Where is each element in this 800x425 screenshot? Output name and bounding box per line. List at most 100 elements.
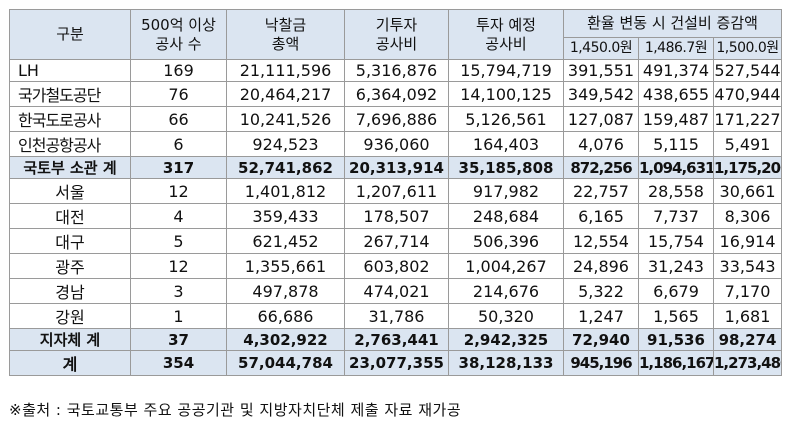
cell-invested-cost: 2,763,441 [344,328,449,351]
row-label: LH [9,59,131,82]
cell-planned-cost: 50,320 [448,303,564,329]
cell-planned-cost: 917,982 [448,178,564,204]
header-fx-rate-3: 1,500.0원 [712,37,783,60]
row-label: 경남 [9,278,131,304]
cell-fx-delta-1: 4,076 [563,131,639,157]
cell-fx-delta-1: 391,551 [563,59,639,82]
table-row: 서울 12 1,401,812 1,207,611 917,982 22,757 28,55… [9,178,783,204]
cell-award-total: 66,686 [226,303,345,329]
cell-invested-cost: 31,786 [344,303,449,329]
cell-planned-cost: 164,403 [448,131,564,157]
cell-award-total: 924,523 [226,131,345,157]
cell-planned-cost: 1,004,267 [448,253,564,279]
source-note: ※출처 : 국토교통부 주요 공공기관 및 지방자치단체 제출 자료 재가공 [9,401,462,419]
cell-planned-cost: 2,942,325 [448,328,564,351]
cell-planned-cost: 248,684 [448,203,564,229]
cell-award-total: 57,044,784 [226,350,345,376]
cell-planned-cost: 214,676 [448,278,564,304]
row-label: 대전 [9,203,131,229]
header-category: 구분 [9,9,131,60]
table-header: 구분 500억 이상 공사 수 낙찰금 총액 기투자 공사비 투자 예정 공사비… [9,9,783,60]
cell-planned-cost: 38,128,133 [448,350,564,376]
cell-award-total: 4,302,922 [226,328,345,351]
table-row: 경남 3 497,878 474,021 214,676 5,322 6,679 7,170 [9,278,783,304]
row-label: 계 [9,350,131,376]
cell-fx-delta-3: 8,306 [712,203,783,229]
cell-fx-delta-1: 1,247 [563,303,639,329]
header-project-count-line2: 공사 수 [155,34,202,53]
cell-award-total: 21,111,596 [226,59,345,82]
table-row: LH 169 21,111,596 5,316,876 15,794,719 391,55… [9,59,783,82]
row-label: 지자체 계 [9,328,131,351]
cell-fx-delta-3: 470,944 [712,81,783,107]
table-row: 국토부 소관 계 317 52,741,862 20,313,914 35,185,80… [9,156,783,179]
cell-project-count: 12 [130,253,227,279]
cell-fx-delta-3: 30,661 [712,178,783,204]
cell-fx-delta-1: 127,087 [563,106,639,132]
cell-fx-delta-1: 5,322 [563,278,639,304]
header-planned-cost-line2: 공사비 [485,34,527,53]
cell-award-total: 1,355,661 [226,253,345,279]
construction-cost-table: 구분 500억 이상 공사 수 낙찰금 총액 기투자 공사비 투자 예정 공사비… [9,9,783,376]
cell-project-count: 66 [130,106,227,132]
cell-fx-delta-3: 98,274 [712,328,783,351]
cell-fx-delta-3: 33,543 [712,253,783,279]
cell-invested-cost: 20,313,914 [344,156,449,179]
header-award-total-line1: 낙찰금 [264,15,307,34]
cell-planned-cost: 5,126,561 [448,106,564,132]
cell-project-count: 76 [130,81,227,107]
header-fx-group: 환율 변동 시 건설비 증감액 [562,9,783,38]
cell-fx-delta-2: 438,655 [638,81,714,107]
cell-project-count: 4 [130,203,227,229]
cell-project-count: 6 [130,131,227,157]
header-planned-cost-line1: 투자 예정 [476,15,536,34]
row-label: 대구 [9,228,131,254]
table-body: LH 169 21,111,596 5,316,876 15,794,719 391,55… [9,59,783,376]
cell-planned-cost: 35,185,808 [448,156,564,179]
cell-invested-cost: 603,802 [344,253,449,279]
cell-project-count: 169 [130,59,227,82]
row-label: 광주 [9,253,131,279]
cell-planned-cost: 15,794,719 [448,59,564,82]
cell-fx-delta-2: 491,374 [638,59,714,82]
cell-fx-delta-3: 5,491 [712,131,783,157]
cell-invested-cost: 23,077,355 [344,350,449,376]
table-row: 강원 1 66,686 31,786 50,320 1,247 1,565 1,681 [9,303,783,329]
row-label: 인천공항공사 [9,131,131,157]
cell-fx-delta-1: 12,554 [563,228,639,254]
header-award-total-line2: 총액 [271,34,300,53]
cell-fx-delta-2: 1,186,167 [638,350,714,376]
cell-planned-cost: 506,396 [448,228,564,254]
header-project-count: 500억 이상 공사 수 [130,9,227,60]
cell-fx-delta-2: 5,115 [638,131,714,157]
cell-fx-delta-1: 22,757 [563,178,639,204]
table-row: 대구 5 621,452 267,714 506,396 12,554 15,754 16,9… [9,228,783,254]
cell-project-count: 37 [130,328,227,351]
cell-project-count: 5 [130,228,227,254]
cell-fx-delta-1: 72,940 [563,328,639,351]
header-fx-rate-1: 1,450.0원 [563,37,639,60]
cell-fx-delta-3: 1,175,206 [712,156,783,179]
cell-fx-delta-1: 349,542 [563,81,639,107]
cell-invested-cost: 7,696,886 [344,106,449,132]
cell-invested-cost: 1,207,611 [344,178,449,204]
row-label: 서울 [9,178,131,204]
cell-fx-delta-3: 171,227 [712,106,783,132]
cell-project-count: 354 [130,350,227,376]
cell-fx-delta-3: 7,170 [712,278,783,304]
table-row: 광주 12 1,355,661 603,802 1,004,267 24,896 31,24… [9,253,783,279]
cell-planned-cost: 14,100,125 [448,81,564,107]
cell-fx-delta-2: 91,536 [638,328,714,351]
header-fx-rate-2: 1,486.7원 [638,37,714,60]
table-row: 대전 4 359,433 178,507 248,684 6,165 7,737 8,306 [9,203,783,229]
cell-fx-delta-3: 1,681 [712,303,783,329]
table-row: 계 354 57,044,784 23,077,355 38,128,133 945,19… [9,350,783,376]
cell-invested-cost: 936,060 [344,131,449,157]
cell-fx-delta-2: 28,558 [638,178,714,204]
header-project-count-line1: 500억 이상 [141,15,216,34]
table-row: 인천공항공사 6 924,523 936,060 164,403 4,076 5,115 5,… [9,131,783,157]
cell-project-count: 3 [130,278,227,304]
header-planned-cost: 투자 예정 공사비 [448,9,564,60]
cell-invested-cost: 6,364,092 [344,81,449,107]
row-label: 한국도로공사 [9,106,131,132]
